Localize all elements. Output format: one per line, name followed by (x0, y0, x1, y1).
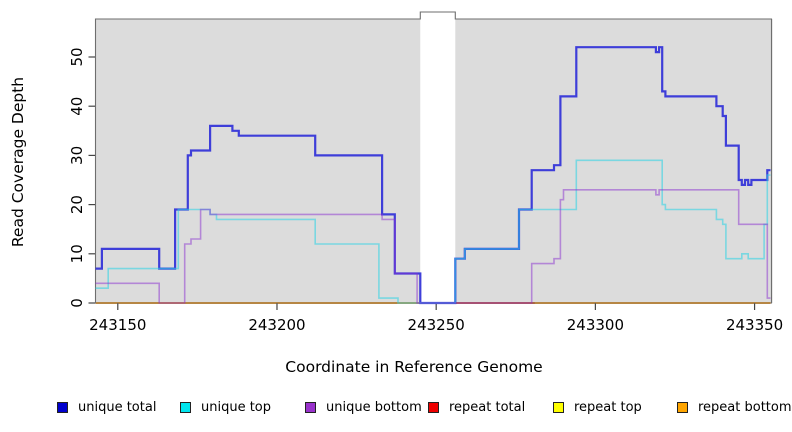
x-axis-title: Coordinate in Reference Genome (0, 358, 792, 376)
legend-swatch-unique-total (57, 401, 68, 413)
coverage-gap-band (420, 11, 456, 303)
legend-swatch-unique-top (180, 401, 191, 413)
y-tick-label-20: 20 (68, 195, 86, 214)
legend-item-unique-top: unique top (180, 399, 271, 415)
legend-label: repeat bottom (698, 399, 792, 415)
legend-label: repeat total (449, 399, 526, 415)
y-tick-label-0: 0 (68, 298, 86, 308)
x-tick-label-243200: 243200 (248, 316, 305, 334)
legend-item-repeat-top: repeat top (553, 399, 642, 415)
x-tick-label-243150: 243150 (89, 316, 146, 334)
legend-swatch-repeat-total (428, 401, 439, 413)
y-axis-title: Read Coverage Depth (9, 76, 27, 248)
x-tick-label-243350: 243350 (726, 316, 783, 334)
legend-swatch-repeat-bottom (677, 401, 688, 413)
y-tick-label-40: 40 (68, 97, 86, 116)
legend-label: repeat top (574, 399, 642, 415)
plot-border (94, 11, 773, 304)
legend: unique total unique top unique bottom repea… (0, 399, 792, 419)
y-tick-label-30: 30 (68, 146, 86, 165)
legend-item-repeat-total: repeat total (428, 399, 525, 415)
y-tick-label-10: 10 (68, 244, 86, 263)
x-tick-label-243300: 243300 (567, 316, 624, 334)
x-axis-title-text: Coordinate in Reference Genome (285, 358, 543, 376)
legend-item-unique-total: unique total (57, 399, 156, 415)
legend-item-unique-bottom: unique bottom (305, 399, 422, 415)
x-tick-label-243250: 243250 (408, 316, 465, 334)
legend-label: unique top (201, 399, 272, 415)
legend-item-repeat-bottom: repeat bottom (677, 399, 792, 415)
legend-label: unique bottom (326, 399, 422, 415)
legend-swatch-unique-bottom (305, 401, 316, 413)
series-line-unique-total (95, 46, 771, 305)
y-tick-label-50: 50 (68, 47, 86, 66)
series-line-unique-bottom (95, 189, 771, 304)
legend-swatch-repeat-top (553, 401, 564, 413)
legend-label: unique total (78, 399, 157, 415)
